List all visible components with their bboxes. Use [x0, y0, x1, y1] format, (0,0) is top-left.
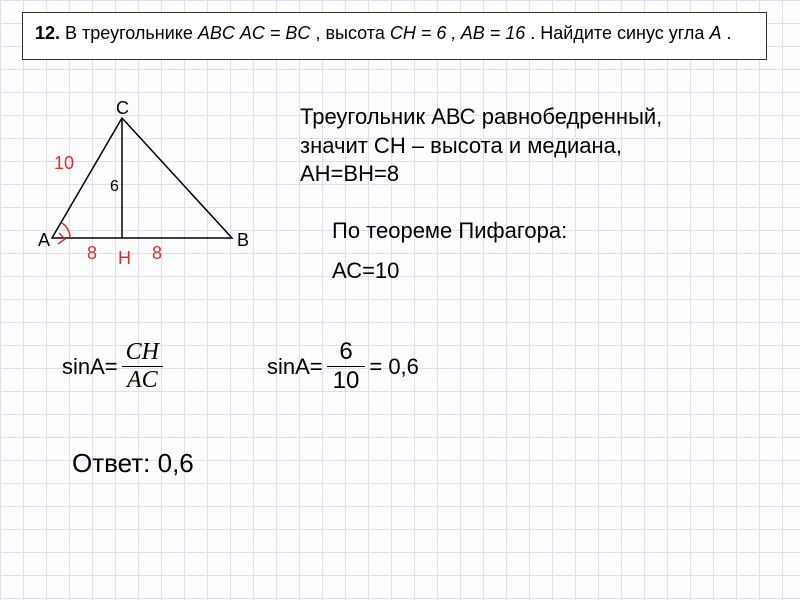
label-8-left: 8 [87, 243, 97, 264]
sin-value: sinA= 6 10 = 0,6 [267, 338, 419, 395]
triangle [52, 118, 232, 238]
label-10: 10 [54, 153, 74, 174]
label-A: A [38, 230, 50, 251]
frac-num: CH [122, 339, 163, 366]
label-8-right: 8 [152, 243, 162, 264]
ac-eq-bc: AC = BC [240, 23, 311, 43]
txt: В треугольнике [65, 23, 198, 43]
line2: значит СН – высота и медиана, [300, 132, 662, 161]
txt: . [726, 23, 731, 43]
fraction-6-10: 6 10 [327, 338, 366, 395]
txt: , высота [315, 23, 389, 43]
line1: Треугольник АВС равнобедренный, [300, 103, 662, 132]
sin-label: sinA= [62, 354, 118, 380]
frac-num2: 6 [333, 338, 358, 366]
explanation-pythagoras: По теореме Пифагора: [332, 218, 567, 244]
ab-eq: , AB = 16 [451, 23, 525, 43]
sin-label-2: sinA= [267, 354, 323, 380]
problem-text: В треугольнике ABC AC = BC , высота CH =… [65, 23, 731, 43]
explanation-isosceles: Треугольник АВС равнобедренный, значит С… [300, 103, 662, 189]
label-6: 6 [110, 178, 119, 196]
txt: . Найдите синус угла [530, 23, 709, 43]
sin-formula: sinA= CH AC [62, 339, 167, 394]
problem-statement: 12. В треугольнике ABC AC = BC , высота … [22, 12, 767, 60]
triangle-diagram: C A B H 10 6 8 8 [32, 108, 252, 278]
label-H: H [118, 248, 131, 269]
answer: Ответ: 0,6 [72, 448, 194, 479]
explanation-ac: АС=10 [332, 258, 399, 284]
angle-a: A [709, 23, 721, 43]
triangle-svg [32, 108, 252, 278]
angle-arc [62, 223, 70, 238]
eq-06: = 0,6 [369, 354, 419, 380]
fraction-ch-ac: CH AC [122, 339, 163, 394]
line3: АН=ВН=8 [300, 160, 662, 189]
ch-eq: CH = 6 [390, 23, 447, 43]
problem-number: 12. [35, 23, 60, 43]
sin-formula-row: sinA= CH AC sinA= 6 10 = 0,6 [62, 338, 419, 395]
frac-den: AC [123, 367, 162, 394]
abc: ABC [198, 23, 235, 43]
label-C: C [116, 98, 129, 119]
page: 12. В треугольнике ABC AC = BC , высота … [0, 0, 800, 600]
label-B: B [237, 230, 249, 251]
frac-den2: 10 [327, 367, 366, 395]
